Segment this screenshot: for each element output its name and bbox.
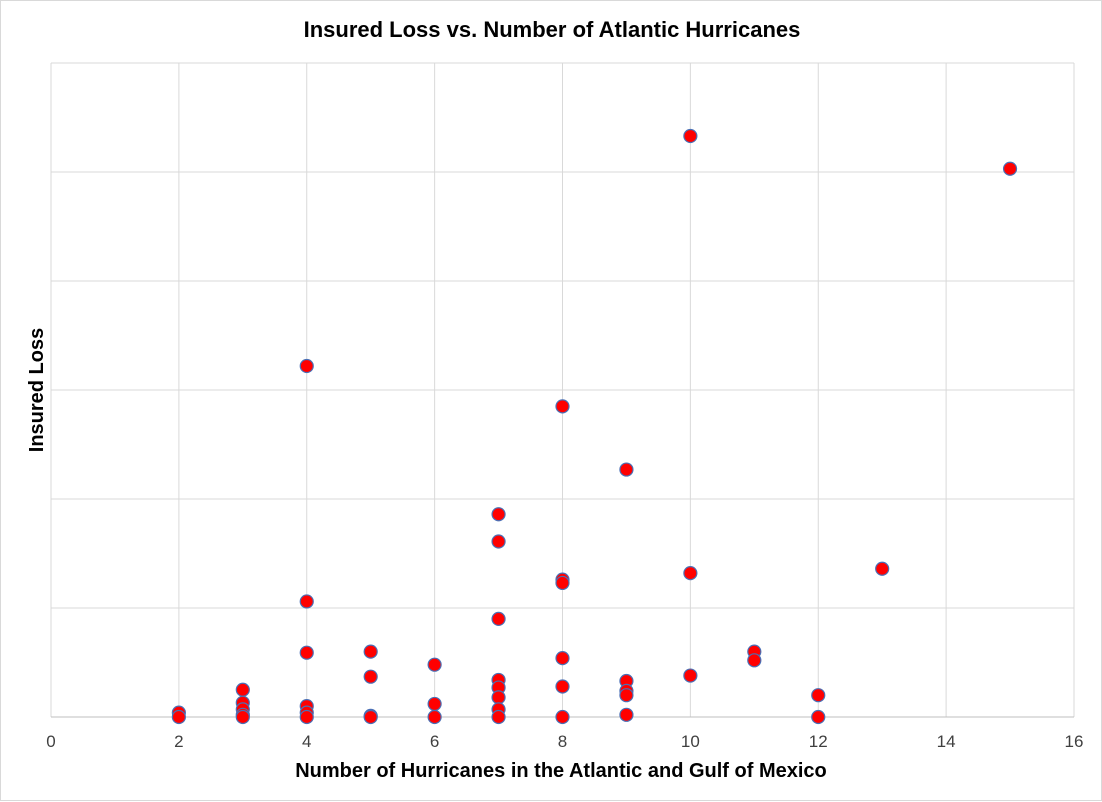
data-point (299, 594, 314, 609)
x-tick-label: 16 (1065, 732, 1084, 751)
data-point (555, 679, 570, 694)
x-tick-label: 10 (681, 732, 700, 751)
data-point (1002, 161, 1018, 176)
data-point (299, 645, 314, 660)
data-point (235, 682, 250, 697)
y-axis-label: Insured Loss (26, 328, 48, 452)
x-tick-label: 14 (937, 732, 956, 751)
data-point (555, 399, 570, 414)
chart-title: Insured Loss vs. Number of Atlantic Hurr… (304, 17, 801, 42)
data-point (555, 651, 570, 666)
data-point (811, 688, 826, 703)
x-tick-label: 2 (174, 732, 183, 751)
x-axis-label: Number of Hurricanes in the Atlantic and… (295, 760, 827, 782)
data-point (427, 657, 442, 672)
data-point (491, 709, 506, 725)
data-point (619, 688, 634, 703)
data-point (683, 566, 698, 581)
data-point (363, 709, 378, 725)
data-point (491, 690, 506, 705)
x-tick-label: 8 (558, 732, 567, 751)
data-point (555, 709, 570, 725)
data-point (171, 709, 186, 725)
data-point (491, 507, 506, 522)
grid (50, 62, 1075, 718)
data-point (875, 561, 890, 576)
x-tick-label: 4 (302, 732, 311, 751)
x-tick-label: 6 (430, 732, 439, 751)
data-point (299, 358, 314, 374)
data-point (363, 669, 378, 684)
data-point (427, 709, 442, 725)
data-point (235, 709, 250, 725)
data-point (491, 611, 506, 627)
data-point (619, 707, 634, 722)
x-tick-labels: 0 2 4 6 8 10 12 14 16 (46, 732, 1083, 751)
data-point (683, 128, 698, 144)
data-point (619, 462, 634, 477)
data-point (427, 696, 442, 712)
data-points (171, 128, 1018, 725)
x-tick-label: 0 (46, 732, 55, 751)
data-point (555, 575, 570, 591)
data-point (363, 644, 378, 659)
data-point (299, 709, 314, 725)
data-point (811, 709, 826, 725)
data-point (747, 653, 762, 668)
x-tick-label: 12 (809, 732, 828, 751)
data-point (683, 668, 698, 683)
data-point (491, 534, 506, 549)
